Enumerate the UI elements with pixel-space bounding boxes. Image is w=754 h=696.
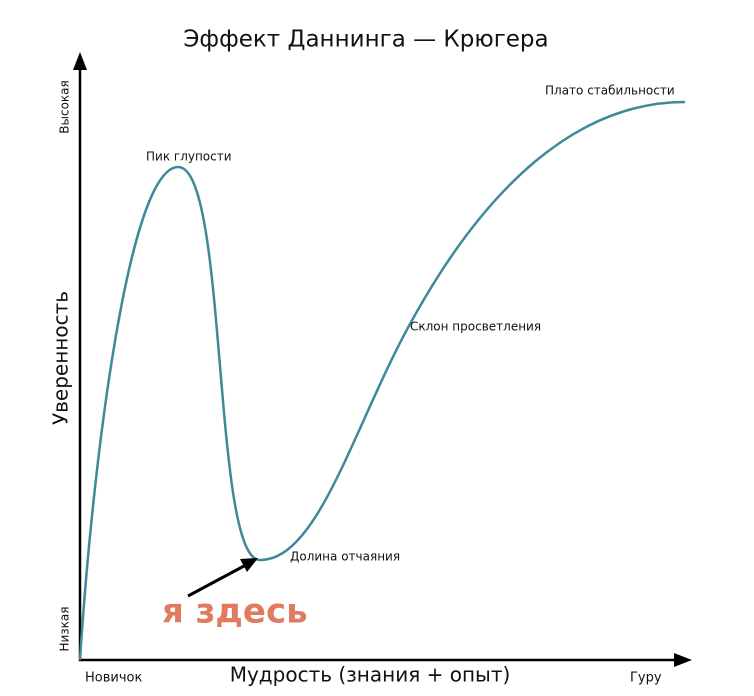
curve xyxy=(78,100,686,661)
title: Эффект Даннинга — Крюгера xyxy=(183,27,548,53)
x-axis-arrow xyxy=(674,653,692,667)
pointer-arrowhead xyxy=(240,558,258,572)
y-low-label: Низкая xyxy=(58,606,72,651)
y-axis-label: Уверенность xyxy=(49,291,73,425)
valley-label: Долина отчаяния xyxy=(290,550,400,564)
y-axis-arrow xyxy=(73,52,87,70)
x-end-label: Гуру xyxy=(630,671,662,686)
plateau-label: Плато стабильности xyxy=(545,84,675,98)
peak-label: Пик глупости xyxy=(146,150,232,164)
y-high-label: Высокая xyxy=(58,80,72,133)
x-start-label: Новичок xyxy=(85,671,142,686)
pointer-arrow xyxy=(187,564,245,598)
x-axis-label: Мудрость (знания + опыт) xyxy=(230,663,511,687)
slope-label: Склон просветления xyxy=(410,320,541,334)
you-are-here: я здесь xyxy=(162,592,308,632)
